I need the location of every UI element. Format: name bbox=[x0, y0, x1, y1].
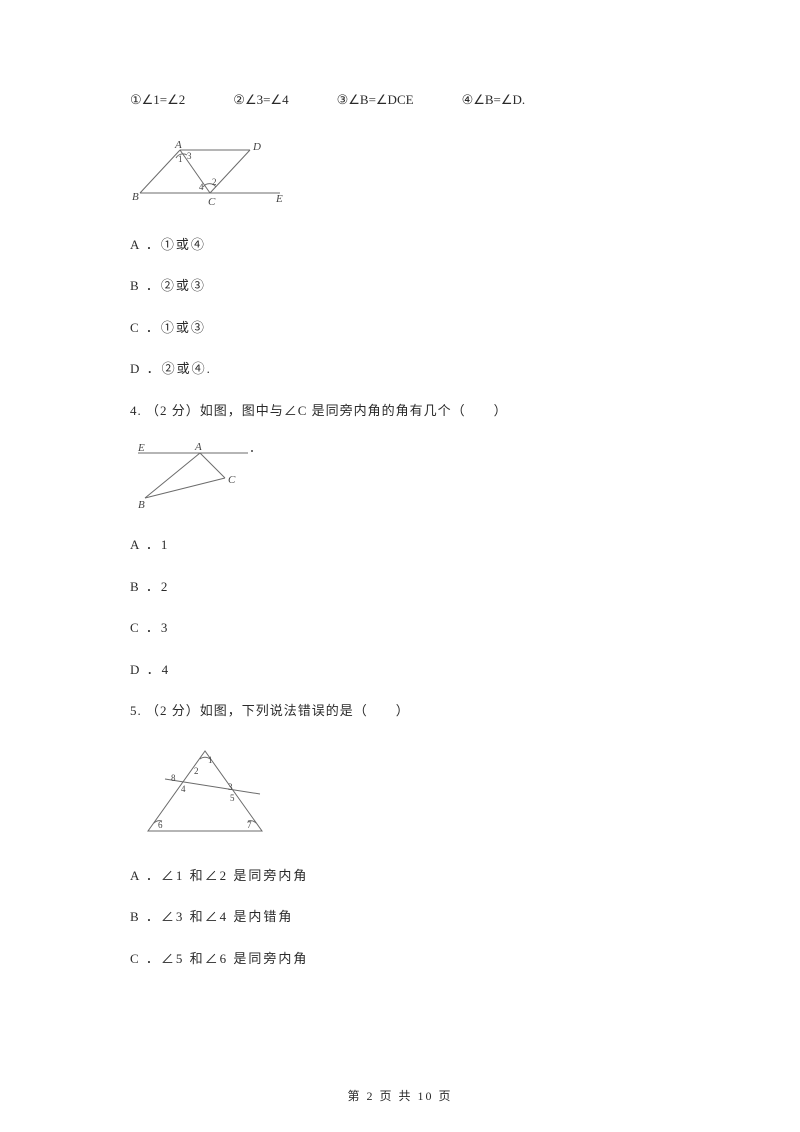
q4-diagram: E A B C bbox=[130, 438, 670, 513]
condition-1: ①∠1=∠2 bbox=[130, 90, 185, 110]
label-C: C bbox=[228, 474, 236, 486]
condition-2: ②∠3=∠4 bbox=[233, 90, 288, 110]
q3-option-c: C ．①或③ bbox=[130, 318, 670, 338]
q4-option-c: C ．3 bbox=[130, 618, 670, 638]
label-B: B bbox=[138, 499, 145, 511]
num-7: 7 bbox=[247, 820, 252, 830]
num-1: 1 bbox=[178, 154, 183, 164]
label-A: A bbox=[194, 441, 202, 453]
q5-option-c: C ．∠5 和∠6 是同旁内角 bbox=[130, 949, 670, 969]
label-B: B bbox=[132, 191, 139, 203]
q4-option-a: A ．1 bbox=[130, 535, 670, 555]
conditions-row: ①∠1=∠2 ②∠3=∠4 ③∠B=∠DCE ④∠B=∠D. bbox=[130, 90, 670, 110]
label-A: A bbox=[174, 139, 182, 151]
q5-option-b: B ．∠3 和∠4 是内错角 bbox=[130, 907, 670, 927]
q5-stem: 5. （2 分）如图，下列说法错误的是（ ） bbox=[130, 701, 670, 721]
q3-option-b: B ．②或③ bbox=[130, 276, 670, 296]
num-6: 6 bbox=[158, 820, 163, 830]
num-4: 4 bbox=[199, 182, 204, 192]
label-E: E bbox=[137, 442, 145, 454]
q3-option-a: A ．①或④ bbox=[130, 235, 670, 255]
q4-stem: 4. （2 分）如图，图中与∠C 是同旁内角的角有几个（ ） bbox=[130, 401, 670, 421]
q4-option-d: D ．4 bbox=[130, 660, 670, 680]
num-2: 2 bbox=[212, 177, 217, 187]
num-1: 1 bbox=[208, 755, 213, 765]
q5-option-a: A ．∠1 和∠2 是同旁内角 bbox=[130, 866, 670, 886]
page-content: ①∠1=∠2 ②∠3=∠4 ③∠B=∠DCE ④∠B=∠D. A D B C E bbox=[0, 0, 800, 1030]
label-C: C bbox=[208, 196, 216, 208]
page-footer: 第 2 页 共 10 页 bbox=[0, 1087, 800, 1104]
q5-diagram: 1 2 3 4 5 6 7 8 bbox=[130, 739, 670, 844]
num-5: 5 bbox=[230, 793, 235, 803]
q3-diagram: A D B C E 1 3 2 4 bbox=[130, 138, 670, 213]
num-2: 2 bbox=[194, 766, 199, 776]
q3-option-d: D ．②或④. bbox=[130, 359, 670, 379]
label-D: D bbox=[252, 141, 261, 153]
label-E: E bbox=[275, 193, 283, 205]
condition-3: ③∠B=∠DCE bbox=[337, 90, 414, 110]
q4-option-b: B ．2 bbox=[130, 577, 670, 597]
num-4: 4 bbox=[181, 784, 186, 794]
num-3: 3 bbox=[228, 782, 233, 792]
num-3: 3 bbox=[187, 151, 192, 161]
condition-4: ④∠B=∠D. bbox=[462, 90, 526, 110]
num-8: 8 bbox=[171, 773, 176, 783]
